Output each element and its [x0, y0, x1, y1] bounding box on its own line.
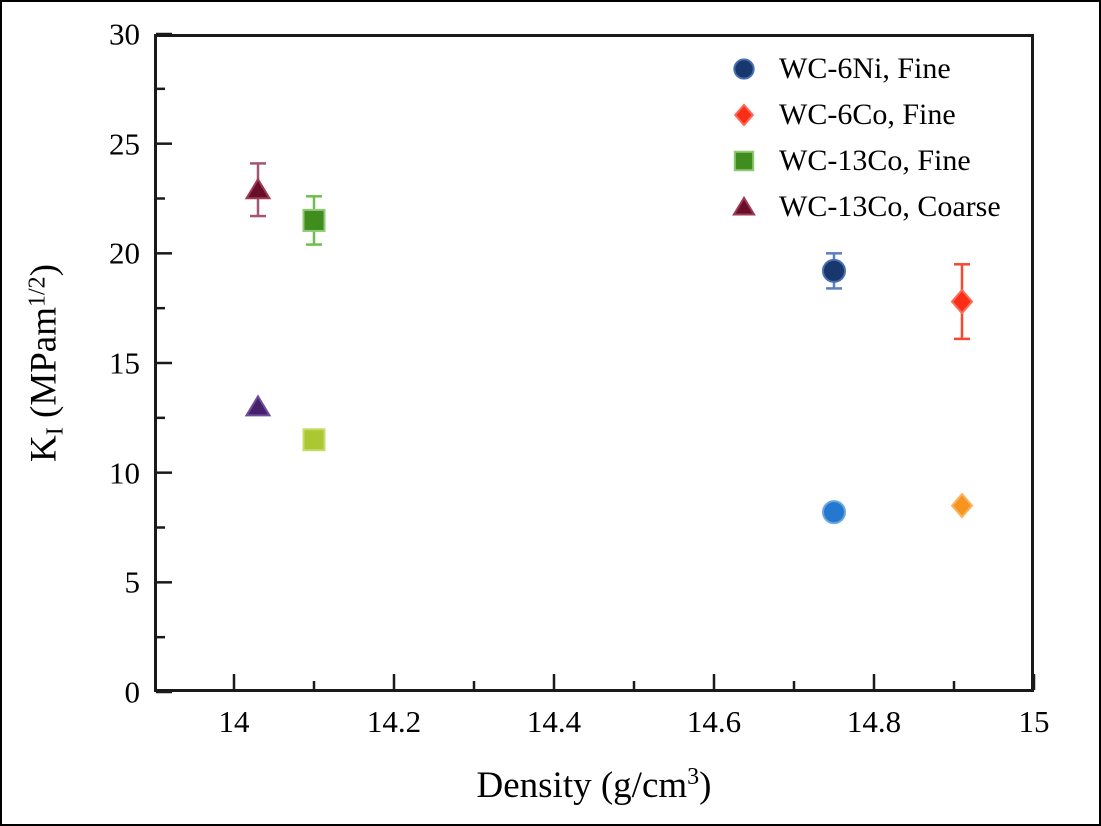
legend-diamond-icon [733, 103, 755, 127]
circle-marker [822, 258, 846, 283]
y-tick-label: 0 [124, 674, 141, 710]
circle-marker [733, 58, 755, 80]
legend-label: WC-6Ni, Fine [779, 52, 951, 85]
y-tick-label: 10 [109, 455, 140, 491]
x-axis-title: Density (g/cm3) [477, 764, 712, 807]
circle-marker [822, 500, 846, 525]
y-tick-label: 15 [109, 345, 140, 381]
y-axis-title-superscript: 1/2 [24, 276, 51, 308]
legend-label: WC-13Co, Fine [779, 144, 971, 177]
x-axis-title-text: Density (g/cm [476, 765, 688, 806]
diamond-marker [733, 103, 755, 127]
y-tick-label: 25 [109, 126, 140, 162]
square-marker [302, 428, 326, 452]
x-tick-label: 15 [1018, 704, 1050, 739]
x-tick-label: 14.4 [526, 704, 582, 739]
x-tick-label: 14 [218, 704, 250, 739]
y-tick-label: 20 [109, 235, 140, 271]
y-axis-title-mid: (MPam [23, 307, 65, 428]
legend: WC-6Ni, Fine WC-6Co, Fine WC-13Co, Fine WC-… [729, 46, 1001, 230]
x-axis-title-superscript: 3 [687, 764, 700, 790]
diamond-marker [950, 288, 974, 315]
triangle-marker [732, 195, 756, 216]
legend-circle-icon [733, 58, 755, 80]
legend-item: WC-6Ni, Fine [729, 46, 1001, 92]
y-tick-label: 5 [124, 564, 141, 600]
y-axis-title-text: K [23, 435, 65, 462]
diamond-marker [950, 492, 974, 519]
x-tick-label: 14.8 [846, 704, 902, 739]
legend-label: WC-6Co, Fine [779, 98, 956, 131]
legend-triangle-icon [732, 195, 756, 216]
triangle-marker [244, 394, 272, 417]
x-tick-label: 14.2 [366, 704, 422, 739]
plot-area [154, 34, 1034, 692]
legend-square-icon [733, 150, 755, 172]
legend-item: WC-13Co, Coarse [729, 184, 1001, 230]
triangle-marker [244, 177, 272, 200]
y-axis-title-suffix: ) [23, 264, 65, 277]
legend-label: WC-13Co, Coarse [779, 190, 1001, 223]
legend-item: WC-13Co, Fine [729, 138, 1001, 184]
y-tick-label: 30 [109, 16, 140, 52]
x-tick-label: 14.6 [686, 704, 742, 739]
square-marker [733, 150, 755, 172]
square-marker [302, 208, 326, 232]
y-axis-title: KI (MPam1/2) [23, 264, 70, 462]
legend-item: WC-6Co, Fine [729, 92, 1001, 138]
y-axis-title-subscript: I [42, 427, 69, 436]
x-axis-title-suffix: ) [699, 765, 712, 806]
